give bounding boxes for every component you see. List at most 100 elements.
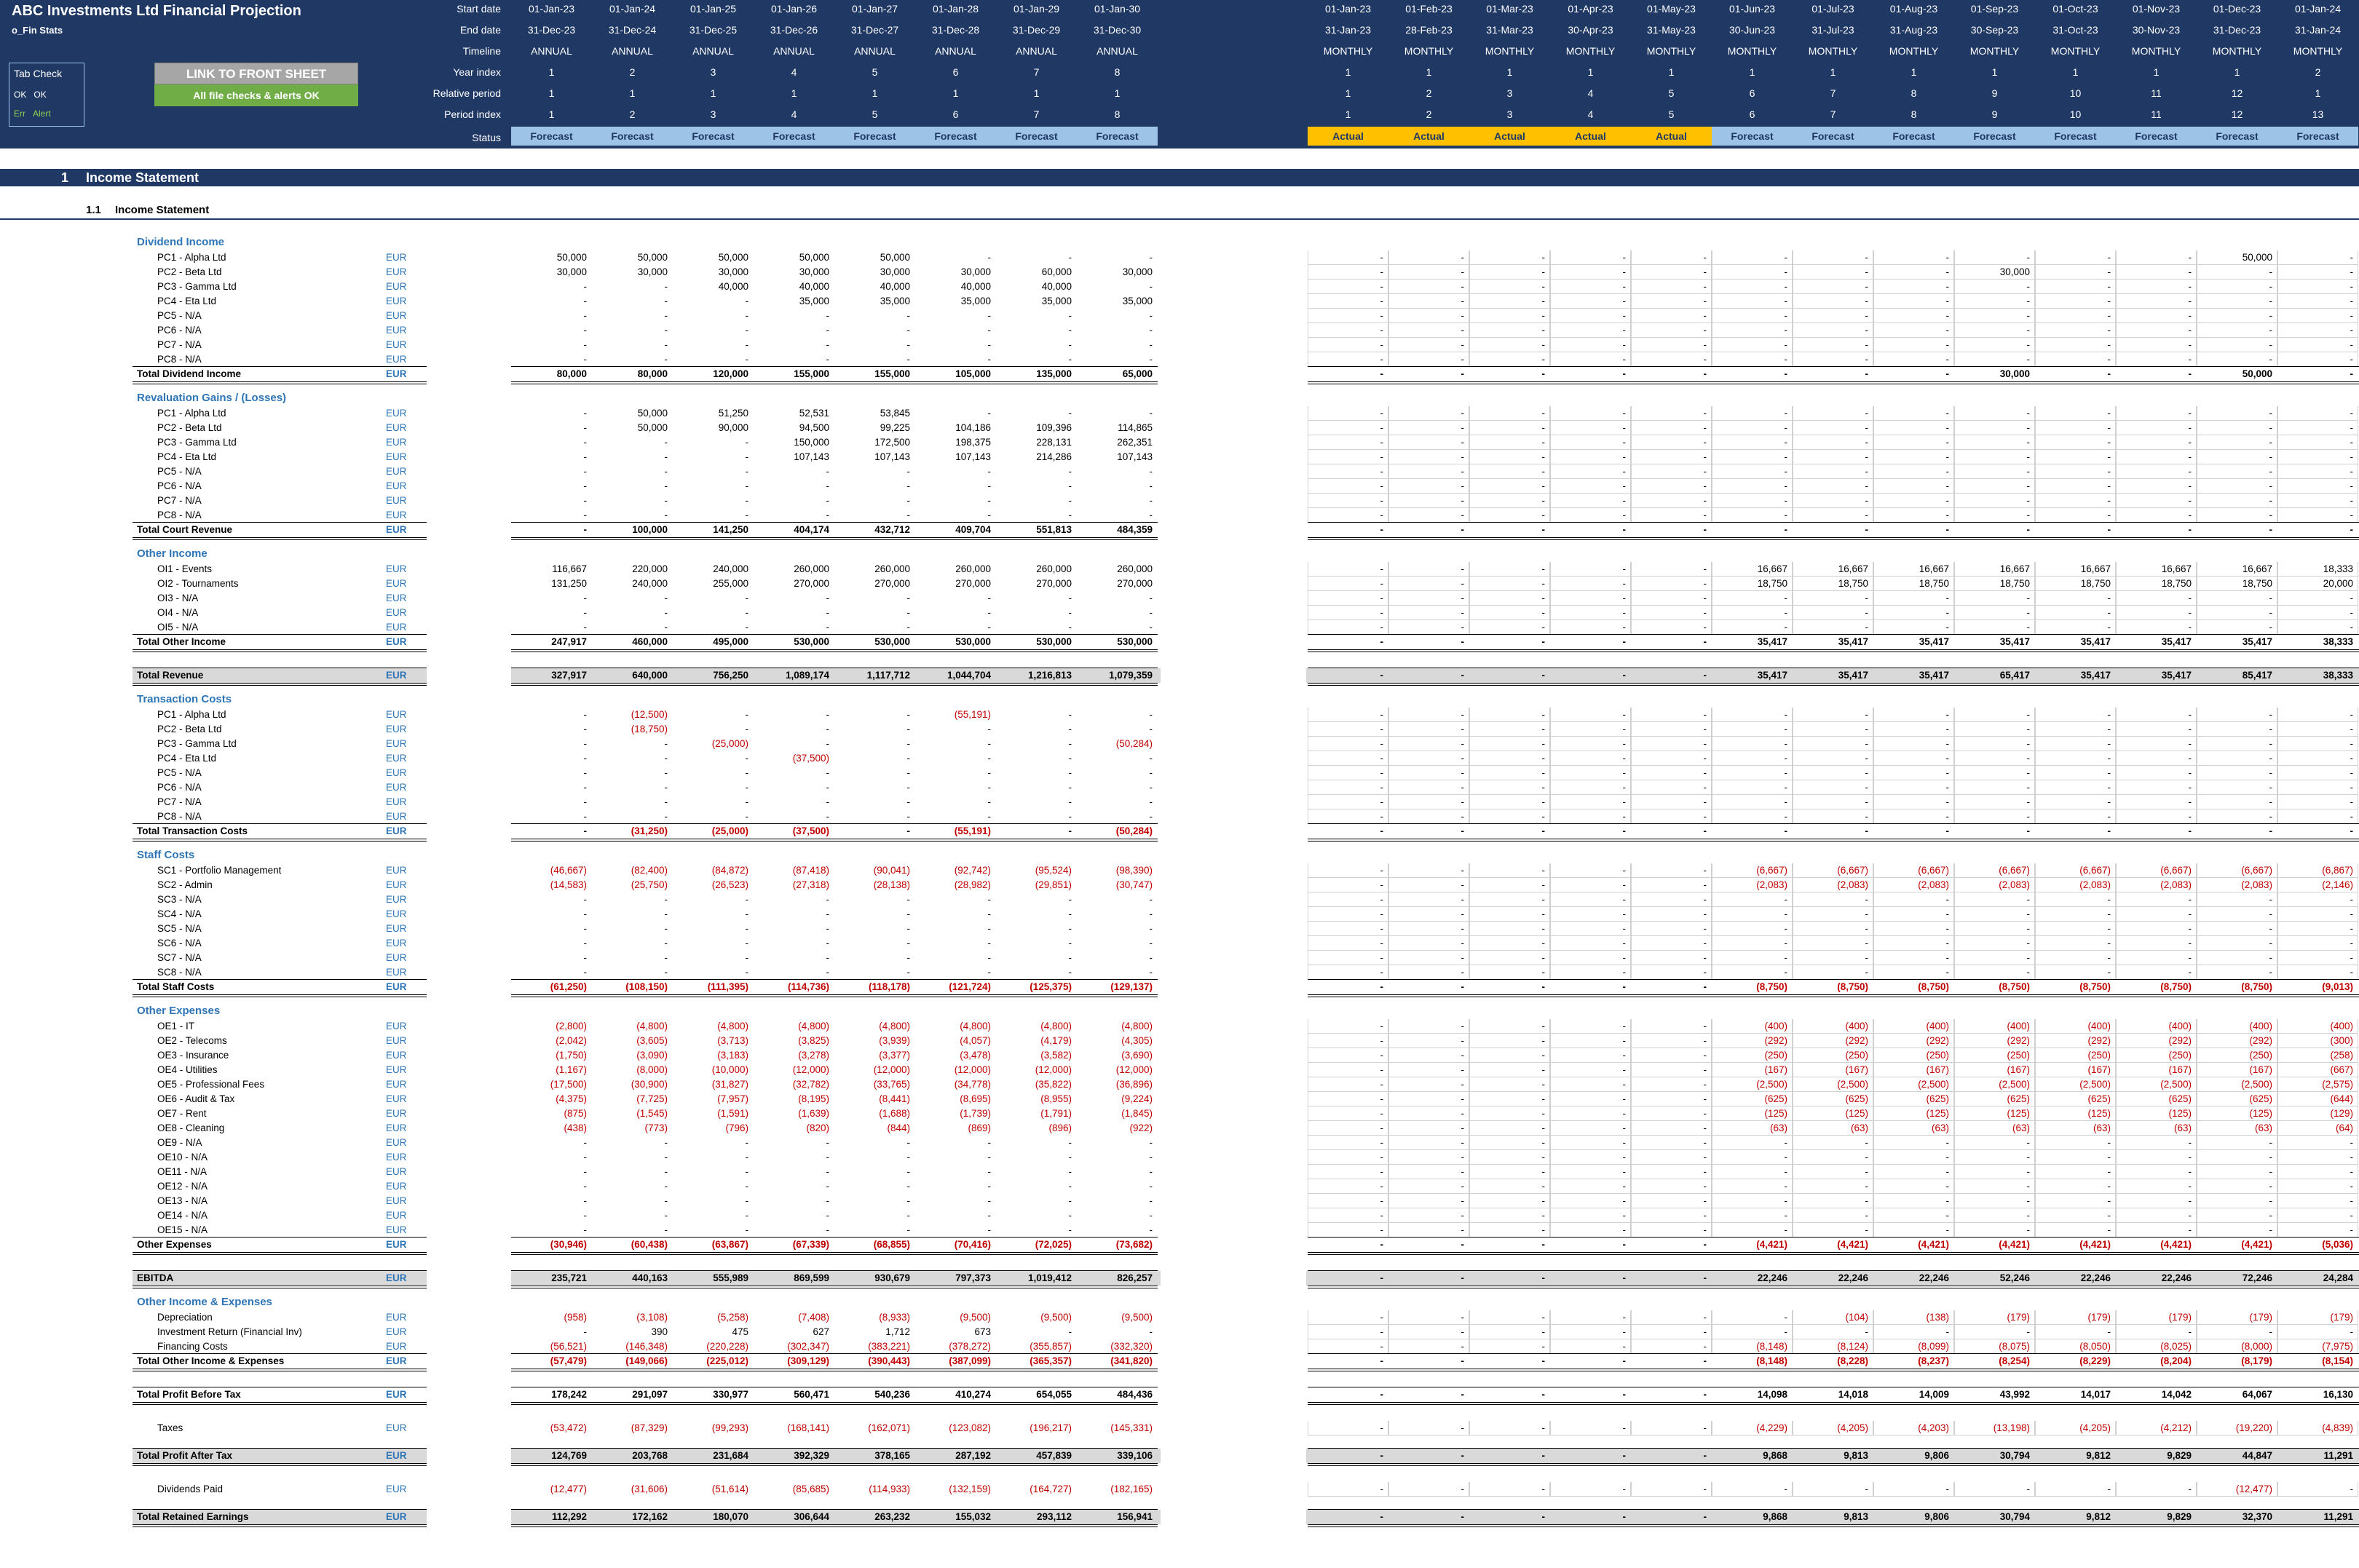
monthly-cell-box bbox=[2277, 722, 2358, 737]
annual-value: - bbox=[987, 1210, 992, 1221]
monthly-cell-box bbox=[2197, 1194, 2277, 1208]
annual-value: 270,000 bbox=[794, 578, 829, 589]
annual-value: (121,724) bbox=[949, 981, 991, 992]
monthly-value: - bbox=[1541, 865, 1546, 876]
currency-code: EUR bbox=[386, 563, 407, 574]
annual-value: (12,500) bbox=[631, 709, 668, 720]
monthly-value: - bbox=[2350, 1181, 2354, 1192]
total-underline-label bbox=[133, 537, 427, 538]
monthly-cell-box bbox=[1308, 708, 1388, 722]
monthly-value: - bbox=[1461, 753, 1465, 764]
monthly-value: - bbox=[2188, 325, 2192, 336]
monthly-timeline: MONTHLY bbox=[2050, 45, 2101, 57]
annual-value: 228,131 bbox=[1036, 437, 1072, 448]
annual-value: - bbox=[664, 495, 668, 506]
monthly-cell-box bbox=[2035, 1019, 2116, 1034]
monthly-value: - bbox=[1703, 495, 1707, 506]
monthly-value: - bbox=[2188, 296, 2192, 306]
monthly-cell-box bbox=[2116, 1165, 2197, 1179]
monthly-value: - bbox=[1784, 593, 1788, 603]
annual-value: - bbox=[826, 607, 830, 618]
monthly-value: - bbox=[1380, 495, 1384, 506]
monthly-cell-box bbox=[1873, 1421, 1954, 1436]
monthly-value: (4,421) bbox=[2160, 1239, 2192, 1250]
monthly-value: - bbox=[1945, 495, 1950, 506]
monthly-cell-box bbox=[1793, 606, 1873, 620]
table-row: OI2 - Tournaments EUR 131,250 240,000 255,00… bbox=[0, 577, 2359, 591]
monthly-value: 18,750 bbox=[1757, 578, 1787, 589]
row-label: OE1 - IT bbox=[157, 1021, 195, 1032]
monthly-cell-box bbox=[2116, 722, 2197, 737]
monthly-cell-box bbox=[2277, 1325, 2358, 1339]
link-to-front-sheet-button[interactable]: LINK TO FRONT SHEET bbox=[154, 63, 358, 84]
annual-value: (1,167) bbox=[556, 1064, 587, 1075]
monthly-period-index: 6 bbox=[1749, 108, 1755, 120]
annual-value: - bbox=[664, 466, 668, 477]
table-row: SC3 - N/A EUR - - - - - - - - - - - - - - - - - - - - - bbox=[0, 892, 2359, 907]
monthly-cell-box bbox=[2035, 863, 2116, 878]
monthly-cell-box bbox=[1712, 1136, 1793, 1150]
monthly-value: - bbox=[1622, 451, 1627, 462]
annual-value: (302,347) bbox=[787, 1341, 829, 1352]
currency-code: EUR bbox=[386, 879, 407, 890]
monthly-cell-box bbox=[1954, 1482, 2035, 1497]
annual-value: (4,057) bbox=[960, 1035, 991, 1046]
monthly-cell-box bbox=[2035, 309, 2116, 323]
annual-value: - bbox=[583, 938, 588, 949]
monthly-cell-box bbox=[1308, 421, 1388, 435]
monthly-value: 35,417 bbox=[2161, 636, 2192, 647]
monthly-cell-box bbox=[2277, 1150, 2358, 1165]
monthly-cell-box bbox=[1550, 577, 1631, 591]
monthly-cell-box bbox=[2197, 1310, 2277, 1325]
monthly-value: - bbox=[1703, 709, 1707, 720]
header-label-timeline: Timeline bbox=[462, 45, 501, 57]
monthly-cell-box bbox=[2197, 1325, 2277, 1339]
monthly-cell-box bbox=[1308, 907, 1388, 922]
monthly-value: - bbox=[2026, 825, 2031, 836]
monthly-value: - bbox=[1380, 636, 1384, 647]
monthly-value: (4,203) bbox=[1918, 1422, 1949, 1433]
monthly-value: - bbox=[1703, 266, 1707, 277]
monthly-value: - bbox=[1945, 422, 1950, 433]
monthly-cell-box bbox=[2116, 1077, 2197, 1092]
monthly-cell-box bbox=[1550, 280, 1631, 294]
monthly-cell-box bbox=[2197, 577, 2277, 591]
monthly-cell-box bbox=[1954, 737, 2035, 751]
annual-value: - bbox=[583, 510, 588, 520]
monthly-value: - bbox=[1703, 1272, 1707, 1283]
monthly-timeline: MONTHLY bbox=[1646, 45, 1696, 57]
monthly-value: (6,867) bbox=[2322, 865, 2353, 876]
monthly-value: - bbox=[2269, 495, 2273, 506]
monthly-value: - bbox=[1380, 296, 1384, 306]
monthly-cell-box bbox=[1793, 577, 1873, 591]
monthly-value: - bbox=[1945, 767, 1950, 778]
annual-value: - bbox=[1068, 1152, 1072, 1163]
monthly-cell-box bbox=[1712, 421, 1793, 435]
monthly-value: - bbox=[1865, 252, 1869, 263]
annual-value: - bbox=[745, 437, 749, 448]
monthly-value: - bbox=[1622, 1093, 1627, 1104]
annual-value: (8,441) bbox=[879, 1093, 910, 1104]
monthly-value: - bbox=[1784, 738, 1788, 749]
monthly-value: - bbox=[1461, 767, 1465, 778]
annual-value: - bbox=[583, 524, 588, 535]
monthly-value: - bbox=[2188, 1137, 2192, 1148]
total-underline-label bbox=[133, 1252, 427, 1253]
monthly-cell-box bbox=[2197, 1421, 2277, 1436]
monthly-value: (4,205) bbox=[1837, 1422, 1868, 1433]
annual-value: (365,357) bbox=[1030, 1355, 1072, 1366]
total-underline-monthly bbox=[1308, 1463, 2359, 1464]
monthly-value: - bbox=[1703, 865, 1707, 876]
monthly-cell-box bbox=[1954, 1310, 2035, 1325]
monthly-cell-box bbox=[1550, 1194, 1631, 1208]
monthly-value: - bbox=[1703, 1137, 1707, 1148]
monthly-value: - bbox=[1380, 894, 1384, 905]
header-label-year-index: Year index bbox=[453, 66, 501, 78]
monthly-cell-box bbox=[1793, 1194, 1873, 1208]
monthly-cell-box bbox=[2116, 1208, 2197, 1223]
annual-value: - bbox=[664, 325, 668, 336]
annual-value: 30,000 bbox=[799, 266, 829, 277]
monthly-cell-box bbox=[1550, 951, 1631, 965]
monthly-cell-box bbox=[1469, 1179, 1550, 1194]
annual-status: Forecast bbox=[511, 127, 592, 146]
